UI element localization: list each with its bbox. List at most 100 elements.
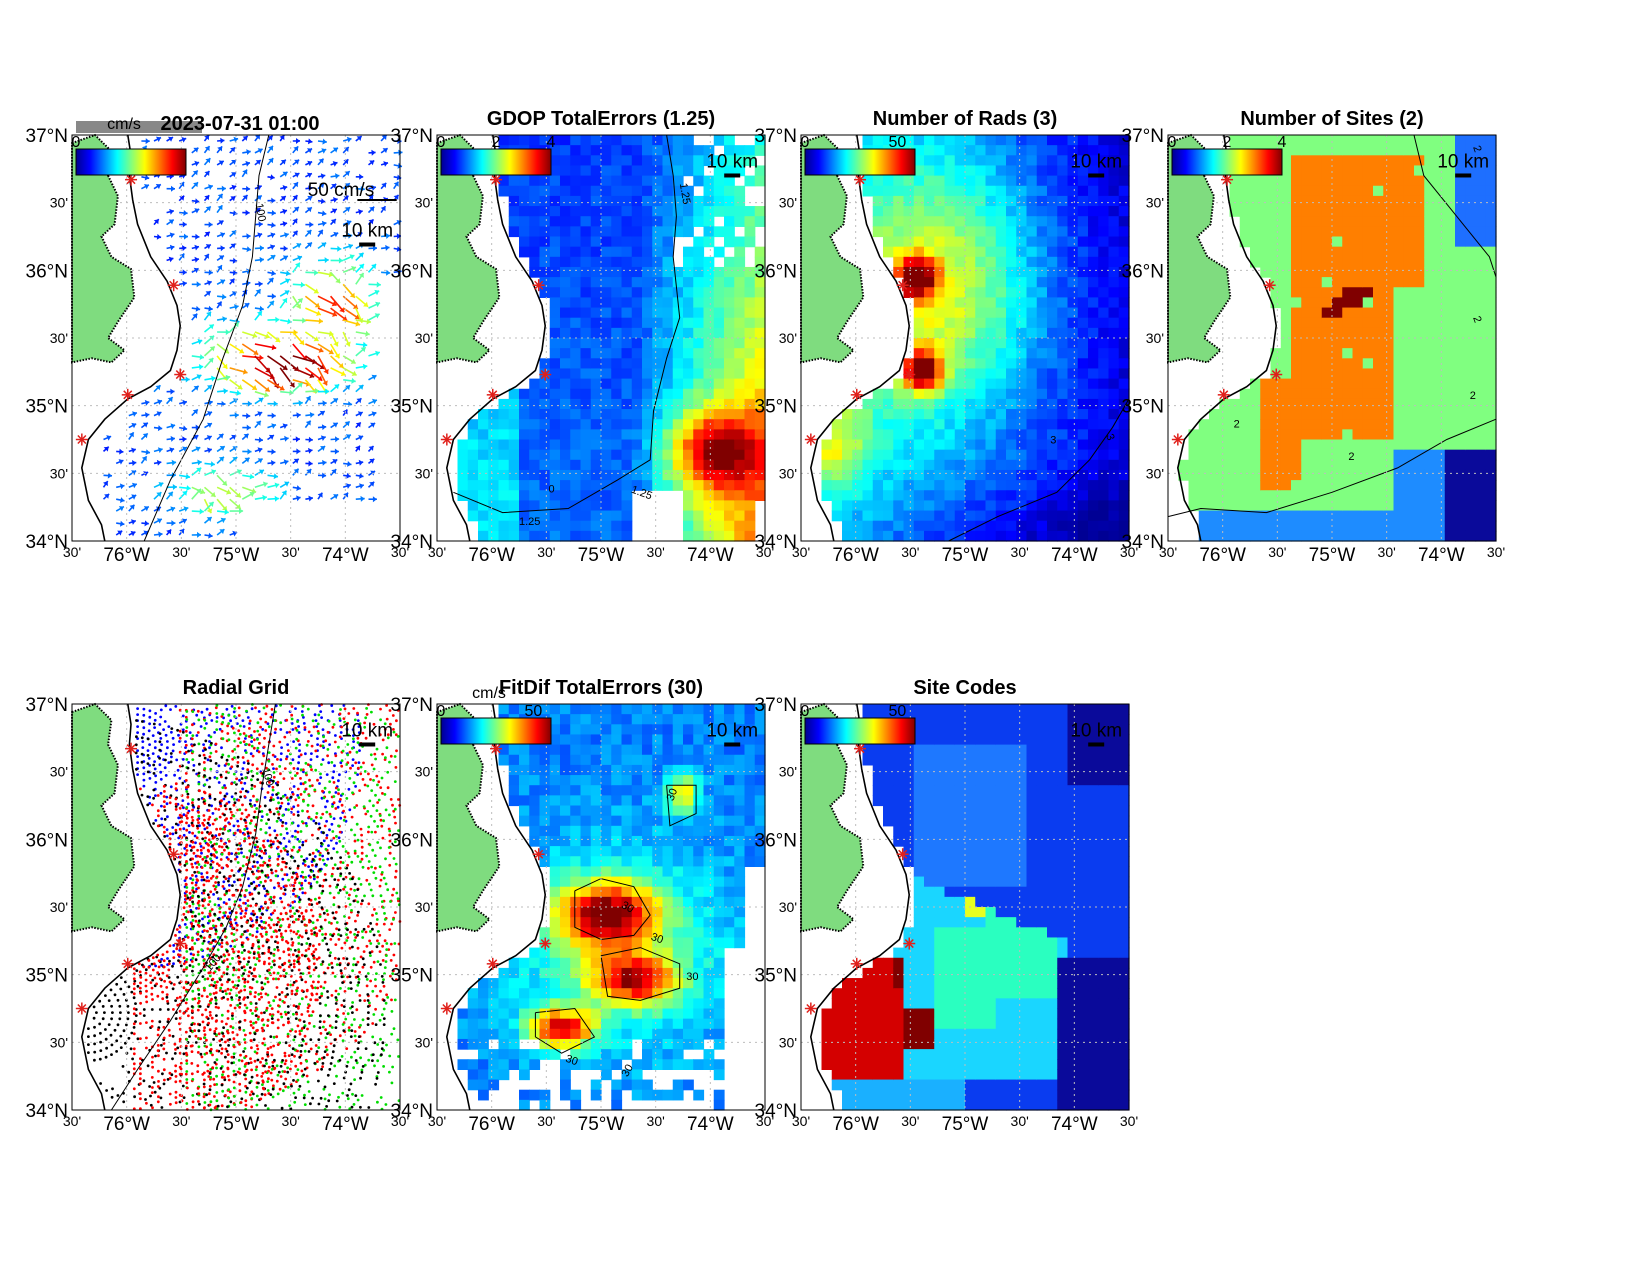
data-cell bbox=[1270, 246, 1282, 258]
panel-nrads-frame bbox=[800, 134, 1130, 542]
data-cell bbox=[985, 490, 997, 501]
data-cell bbox=[590, 500, 602, 512]
data-cell bbox=[580, 459, 592, 471]
data-cell bbox=[1118, 226, 1130, 238]
data-cell bbox=[601, 145, 612, 156]
data-cell bbox=[621, 185, 633, 197]
data-cell bbox=[1026, 510, 1038, 522]
radial-grid-point bbox=[351, 758, 355, 761]
data-cell bbox=[519, 226, 530, 238]
data-cell bbox=[611, 246, 623, 258]
data-cell bbox=[1393, 368, 1405, 380]
radial-grid-point bbox=[136, 755, 140, 758]
data-cell bbox=[1270, 358, 1282, 370]
data-cell bbox=[631, 429, 643, 441]
radial-grid-point bbox=[314, 719, 318, 722]
data-cell bbox=[842, 510, 853, 522]
data-cell bbox=[954, 439, 966, 451]
data-cell bbox=[934, 459, 946, 471]
data-cell bbox=[934, 358, 946, 370]
current-vector-head bbox=[234, 304, 239, 310]
data-cell bbox=[903, 358, 915, 370]
data-cell bbox=[1455, 419, 1466, 430]
data-cell bbox=[713, 297, 725, 309]
current-vector-head bbox=[305, 420, 311, 426]
current-vector-head bbox=[255, 160, 261, 165]
current-vector-head bbox=[206, 508, 213, 514]
data-cell bbox=[744, 459, 756, 471]
data-cell bbox=[872, 490, 884, 501]
data-cell bbox=[1342, 246, 1354, 258]
data-cell bbox=[549, 145, 561, 156]
data-cell bbox=[1362, 398, 1374, 410]
data-cell bbox=[601, 419, 612, 430]
data-cell bbox=[1383, 459, 1395, 471]
data-cell bbox=[734, 419, 746, 430]
data-cell bbox=[954, 398, 966, 410]
current-vector-head bbox=[204, 135, 209, 141]
data-cell bbox=[944, 327, 956, 339]
data-cell bbox=[1373, 195, 1384, 207]
radial-grid-point bbox=[184, 852, 188, 856]
data-cell bbox=[570, 175, 582, 187]
data-cell bbox=[713, 246, 725, 258]
data-cell bbox=[1301, 277, 1313, 288]
data-cell bbox=[1393, 378, 1405, 390]
current-vector-head bbox=[144, 184, 149, 190]
data-cell bbox=[934, 327, 946, 339]
current-vector-head bbox=[231, 230, 237, 236]
data-cell bbox=[1383, 368, 1395, 380]
data-cell bbox=[1016, 429, 1028, 441]
current-vector-head bbox=[294, 172, 300, 178]
data-cell bbox=[1067, 277, 1079, 288]
current-vector-head bbox=[246, 424, 251, 431]
current-vector-head bbox=[131, 447, 136, 454]
data-cell bbox=[1098, 307, 1110, 319]
data-cell bbox=[913, 429, 925, 441]
data-cell bbox=[1465, 216, 1477, 227]
current-vector-head bbox=[258, 436, 263, 443]
data-cell bbox=[1434, 510, 1446, 522]
current-vector-head bbox=[275, 337, 281, 342]
data-cell bbox=[934, 338, 946, 349]
data-cell bbox=[703, 419, 715, 430]
current-vector-head bbox=[282, 255, 288, 261]
data-cell bbox=[1108, 439, 1120, 451]
data-cell bbox=[1057, 419, 1069, 430]
data-cell bbox=[549, 398, 561, 410]
data-cell bbox=[883, 206, 894, 217]
data-cell bbox=[621, 287, 633, 298]
radial-grid-point bbox=[273, 829, 277, 833]
data-cell bbox=[693, 277, 705, 288]
data-cell bbox=[913, 419, 925, 430]
data-cell bbox=[724, 358, 735, 370]
data-cell bbox=[1098, 398, 1110, 410]
data-cell bbox=[1414, 185, 1425, 197]
current-vector-head bbox=[355, 320, 361, 327]
data-cell bbox=[601, 368, 612, 380]
radial-grid-point bbox=[190, 815, 194, 819]
data-cell bbox=[965, 266, 976, 278]
lat-tick-label: 34°N bbox=[26, 532, 68, 553]
data-cell bbox=[734, 449, 746, 461]
data-cell bbox=[1352, 469, 1364, 481]
hf-radar-site-marker bbox=[903, 368, 916, 381]
data-cell bbox=[549, 409, 561, 420]
data-cell bbox=[1108, 185, 1120, 197]
data-cell bbox=[457, 490, 469, 501]
data-cell bbox=[831, 429, 843, 441]
data-cell bbox=[652, 358, 664, 370]
data-cell bbox=[1301, 358, 1313, 370]
data-cell bbox=[560, 277, 571, 288]
data-cell bbox=[913, 530, 925, 542]
data-cell bbox=[693, 195, 705, 207]
current-vector-head bbox=[322, 138, 327, 145]
data-cell bbox=[570, 348, 582, 359]
data-cell bbox=[631, 398, 643, 410]
data-cell bbox=[1393, 277, 1405, 288]
data-cell bbox=[744, 287, 756, 298]
data-cell bbox=[1424, 287, 1436, 298]
current-vector-head bbox=[220, 137, 225, 144]
data-cell bbox=[1098, 185, 1110, 197]
radial-grid-point bbox=[250, 740, 254, 743]
